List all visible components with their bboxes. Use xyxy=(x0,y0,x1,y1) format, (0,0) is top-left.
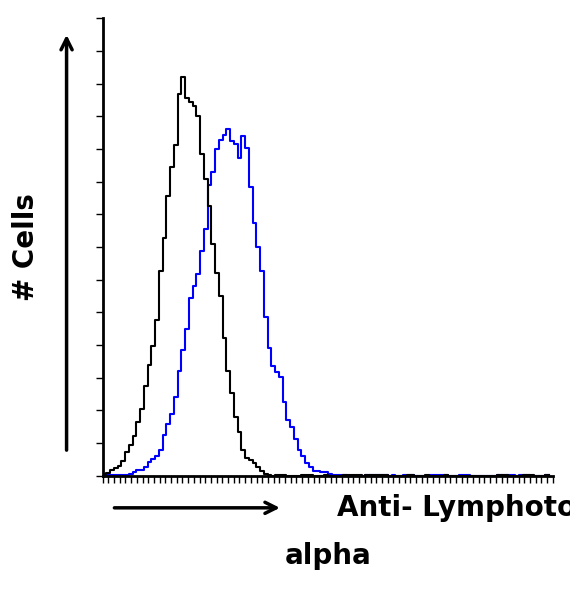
Text: Anti- Lymphotoxin: Anti- Lymphotoxin xyxy=(337,494,570,522)
Text: alpha: alpha xyxy=(284,542,371,570)
Text: # Cells: # Cells xyxy=(12,193,40,301)
